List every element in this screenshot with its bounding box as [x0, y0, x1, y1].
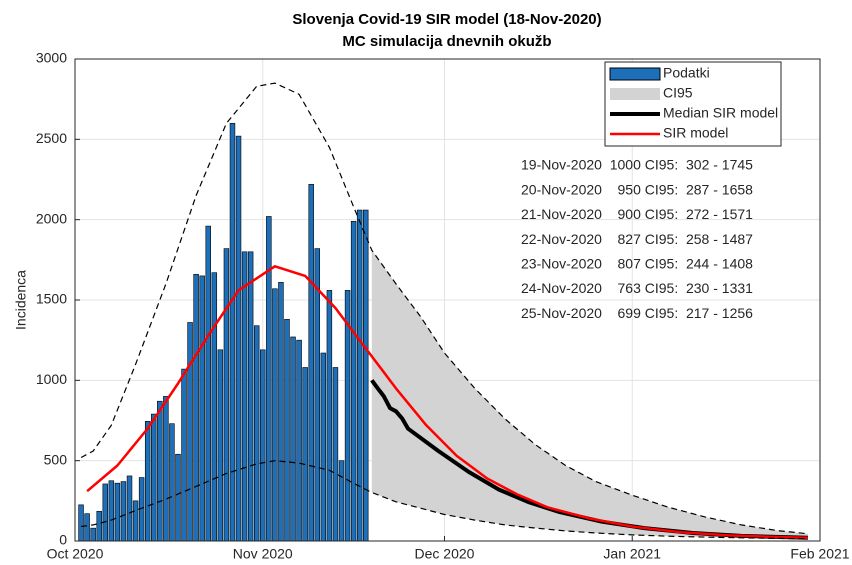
chart-subtitle: MC simulacija dnevnih okužb — [342, 33, 551, 50]
ci-bound — [81, 460, 808, 540]
bar — [223, 248, 230, 542]
bar — [90, 527, 96, 542]
bar — [108, 480, 115, 542]
bar — [181, 368, 187, 542]
bar — [144, 421, 151, 542]
y-tick-label: 1000 — [36, 371, 67, 387]
bar — [356, 209, 363, 542]
x-tick-label: Jan 2021 — [603, 546, 661, 562]
legend-label: Median SIR model — [663, 105, 778, 121]
annotation: 25-Nov-2020 699 CI95: 217 - 1256 — [521, 305, 753, 321]
bar — [253, 325, 260, 542]
y-tick-label: 2000 — [36, 210, 67, 226]
annotation: 19-Nov-2020 1000 CI95: 302 - 1745 — [521, 157, 753, 173]
bar — [260, 349, 266, 542]
bar — [193, 273, 199, 542]
bar — [96, 510, 102, 542]
bar — [241, 251, 248, 542]
bar — [363, 209, 369, 542]
ci-bound — [80, 82, 808, 535]
bar — [84, 513, 90, 542]
bar — [187, 322, 193, 542]
bar — [302, 367, 308, 542]
bar — [114, 482, 121, 542]
bar — [320, 352, 327, 542]
bar — [175, 453, 181, 542]
y-tick-label: 0 — [59, 532, 67, 548]
plot: 0 500 1000 1500 2000 2500 3000 Oct 2020 Nov 2020… — [36, 50, 850, 562]
y-axis-label: Incidenca — [13, 270, 29, 330]
annotation: 21-Nov-2020 900 CI95: 272 - 1571 — [521, 206, 753, 222]
bar — [350, 220, 357, 542]
legend-label: CI95 — [663, 85, 693, 101]
bar — [266, 216, 272, 542]
axes-box — [74, 58, 821, 542]
bar — [278, 282, 284, 542]
bar — [217, 349, 224, 542]
bar — [284, 318, 290, 542]
bar — [120, 481, 127, 542]
bar — [229, 122, 236, 542]
bar — [199, 275, 205, 542]
bar — [332, 367, 339, 542]
x-tick-label: Dec 2020 — [415, 546, 475, 562]
annotation: 22-Nov-2020 827 CI95: 258 - 1487 — [521, 231, 753, 247]
bar — [169, 423, 175, 542]
y-tick-label: 3000 — [36, 50, 67, 66]
bar — [132, 500, 139, 542]
legend-label: Podatki — [663, 65, 710, 81]
legend-swatch — [609, 67, 661, 81]
bar — [247, 251, 254, 542]
x-tick-label: Feb 2021 — [790, 546, 849, 562]
ci-area — [371, 250, 808, 539]
x-tick-label: Nov 2020 — [233, 546, 293, 562]
bar — [308, 184, 314, 542]
bar — [326, 290, 333, 542]
bar — [163, 396, 169, 542]
bar — [290, 336, 296, 542]
bar — [157, 400, 163, 542]
bar — [272, 288, 278, 542]
annotation: 23-Nov-2020 807 CI95: 244 - 1408 — [521, 256, 753, 272]
bar — [102, 483, 109, 542]
legend-swatch — [610, 88, 660, 100]
line — [86, 265, 808, 540]
bar — [314, 248, 320, 542]
bar — [296, 339, 302, 542]
annotation: 20-Nov-2020 950 CI95: 287 - 1658 — [521, 181, 753, 197]
legend-label: SIR model — [663, 125, 728, 141]
x-tick-label: Oct 2020 — [47, 546, 104, 562]
bar — [235, 135, 242, 542]
chart-title: Slovenja Covid-19 SIR model (18-Nov-2020… — [292, 11, 601, 28]
bar — [126, 475, 133, 542]
y-tick-label: 500 — [44, 451, 68, 467]
y-tick-label: 1500 — [36, 291, 67, 307]
annotation: 24-Nov-2020 763 CI95: 230 - 1331 — [521, 280, 753, 296]
bar — [338, 460, 345, 542]
bar — [211, 272, 218, 542]
bar — [78, 504, 84, 542]
bar — [205, 225, 211, 542]
bar — [151, 413, 157, 542]
y-tick-label: 2500 — [36, 130, 67, 146]
